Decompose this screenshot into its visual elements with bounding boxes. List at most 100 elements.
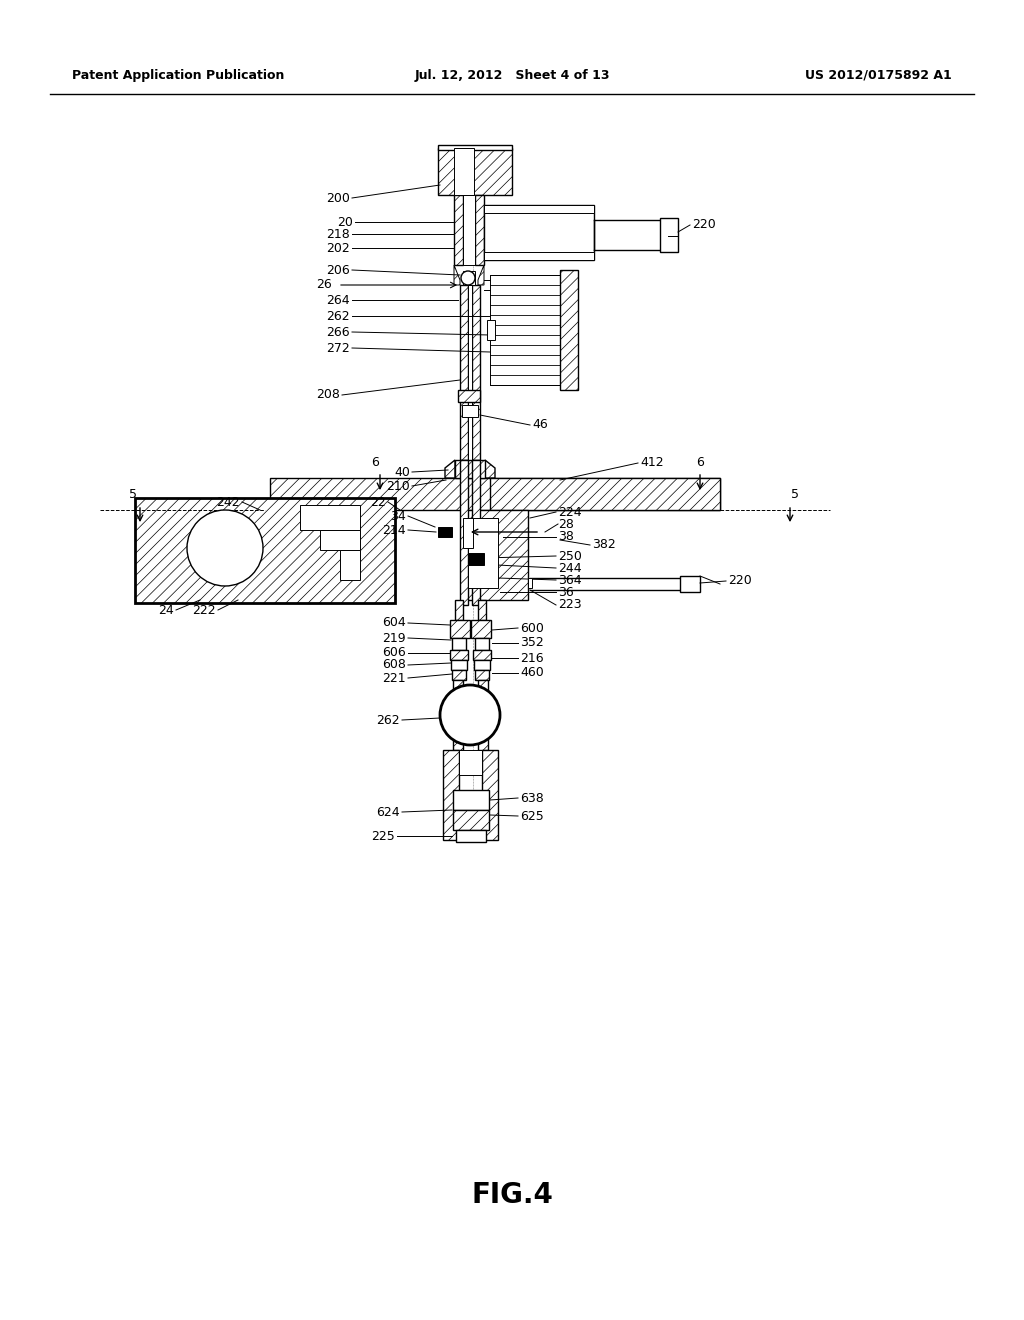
Bar (475, 671, 489, 680)
Bar (463, 271, 475, 285)
Text: 221: 221 (382, 672, 406, 685)
Text: 6: 6 (696, 455, 703, 469)
Bar (460, 285, 468, 459)
Bar (455, 459, 485, 478)
Text: FIG.4: FIG.4 (471, 1181, 553, 1209)
Bar (300, 506, 360, 531)
Text: 5: 5 (791, 488, 799, 502)
Text: 22: 22 (371, 495, 386, 508)
Bar (453, 810, 489, 830)
Bar (484, 252, 594, 260)
Bar (459, 750, 482, 775)
Text: 606: 606 (382, 647, 406, 660)
Text: 244: 244 (558, 561, 582, 574)
Bar (528, 578, 532, 587)
Bar (340, 550, 360, 579)
Bar (468, 517, 498, 587)
Text: 600: 600 (520, 622, 544, 635)
Bar (484, 205, 594, 260)
Text: 382: 382 (592, 539, 615, 552)
Text: 40: 40 (394, 466, 410, 479)
Bar (463, 517, 473, 548)
Text: 624: 624 (377, 805, 400, 818)
Bar (451, 660, 467, 671)
Bar (487, 319, 495, 341)
Bar (484, 205, 594, 213)
Bar (471, 620, 490, 638)
Text: 220: 220 (692, 219, 716, 231)
Bar (468, 553, 484, 565)
Bar (455, 601, 463, 620)
Text: 206: 206 (327, 264, 350, 276)
Bar (443, 750, 459, 840)
Text: 26: 26 (316, 279, 332, 292)
Text: 412: 412 (640, 457, 664, 470)
Text: 638: 638 (520, 792, 544, 804)
Text: 262: 262 (327, 309, 350, 322)
Text: 262: 262 (377, 714, 400, 726)
Bar (478, 601, 486, 620)
Bar (560, 271, 578, 389)
Text: 266: 266 (327, 326, 350, 338)
Circle shape (461, 271, 475, 285)
Text: 208: 208 (316, 388, 340, 401)
Text: 220: 220 (728, 574, 752, 587)
Bar (454, 148, 474, 195)
Bar (680, 576, 700, 591)
Bar (450, 620, 470, 638)
Text: 223: 223 (558, 598, 582, 611)
Bar (135, 498, 395, 603)
Text: 222: 222 (193, 603, 216, 616)
Bar (490, 478, 720, 510)
Bar (472, 459, 480, 605)
Text: 608: 608 (382, 659, 406, 672)
Bar (463, 510, 528, 601)
Bar (452, 671, 466, 680)
Bar (438, 148, 512, 195)
Text: 210: 210 (386, 479, 410, 492)
Circle shape (440, 685, 500, 744)
Text: 46: 46 (532, 418, 548, 432)
Text: 5: 5 (129, 488, 137, 502)
Bar (453, 680, 463, 750)
Text: Patent Application Publication: Patent Application Publication (72, 69, 285, 82)
Text: 364: 364 (558, 573, 582, 586)
Bar (462, 405, 478, 417)
Bar (474, 660, 490, 671)
Circle shape (187, 510, 263, 586)
Text: 34: 34 (390, 510, 406, 523)
Text: 38: 38 (558, 531, 573, 544)
Bar (454, 195, 463, 265)
Text: US 2012/0175892 A1: US 2012/0175892 A1 (805, 69, 952, 82)
Text: 625: 625 (520, 809, 544, 822)
Text: 250: 250 (558, 549, 582, 562)
Text: 36: 36 (558, 586, 573, 598)
Polygon shape (445, 459, 455, 478)
Text: 20: 20 (337, 215, 353, 228)
Text: 272: 272 (327, 342, 350, 355)
Bar (319, 531, 360, 550)
Text: 242: 242 (216, 495, 240, 508)
Bar (460, 459, 468, 605)
Text: Jul. 12, 2012   Sheet 4 of 13: Jul. 12, 2012 Sheet 4 of 13 (415, 69, 609, 82)
Text: 214: 214 (382, 524, 406, 536)
Bar (450, 649, 468, 660)
Polygon shape (485, 459, 495, 478)
Text: 352: 352 (520, 636, 544, 649)
Bar (463, 195, 475, 265)
Text: 264: 264 (327, 293, 350, 306)
Text: 218: 218 (327, 227, 350, 240)
Bar (478, 680, 488, 750)
Text: 200: 200 (326, 191, 350, 205)
Text: 225: 225 (372, 829, 395, 842)
Bar (660, 218, 678, 252)
Text: 219: 219 (382, 631, 406, 644)
Text: 216: 216 (520, 652, 544, 664)
Text: 604: 604 (382, 616, 406, 630)
Bar (475, 638, 489, 649)
Bar (458, 389, 480, 403)
Bar (482, 750, 498, 840)
Text: 224: 224 (558, 506, 582, 519)
Polygon shape (478, 265, 484, 285)
Bar (472, 285, 480, 459)
